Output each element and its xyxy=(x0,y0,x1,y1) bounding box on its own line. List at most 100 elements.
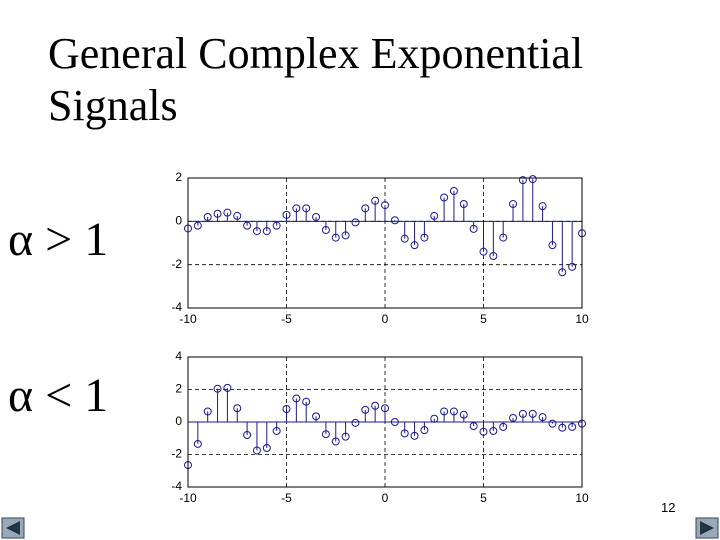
stem-marker xyxy=(193,439,202,448)
stem-marker xyxy=(449,187,458,195)
x-tick-label: 10 xyxy=(575,491,589,505)
stem-marker xyxy=(381,404,389,413)
stem-marker xyxy=(518,409,527,418)
stem-marker xyxy=(371,196,380,205)
y-tick-label: -4 xyxy=(171,479,182,493)
stem-marker xyxy=(489,426,498,435)
title-line: General Complex Exponential xyxy=(48,29,584,78)
stem-marker xyxy=(420,426,429,435)
stem-marker xyxy=(509,413,518,422)
stem-marker xyxy=(410,431,419,440)
stem-marker xyxy=(420,233,429,242)
stem-marker xyxy=(341,432,350,441)
stem-marker xyxy=(282,210,291,219)
stem-marker xyxy=(469,224,478,233)
stem-marker xyxy=(390,216,399,225)
stem-marker xyxy=(331,437,340,446)
page-number: 12 xyxy=(661,500,676,515)
stem-marker xyxy=(321,226,330,234)
stem-marker xyxy=(479,427,488,436)
stem-marker xyxy=(469,422,478,431)
stem-marker xyxy=(282,405,291,413)
x-tick-label: 0 xyxy=(382,312,389,326)
stem-marker xyxy=(361,405,370,414)
stem-marker xyxy=(430,414,439,423)
stem-marker xyxy=(262,227,271,236)
y-tick-label: 2 xyxy=(175,170,182,184)
stem-marker xyxy=(321,430,330,439)
stem-marker xyxy=(341,231,350,240)
stem-marker xyxy=(400,234,409,243)
stem-marker xyxy=(233,211,242,220)
stem-marker xyxy=(351,218,360,227)
stem-marker xyxy=(410,241,419,250)
stem-marker xyxy=(440,193,449,202)
stem-marker xyxy=(459,200,468,208)
stem-marker xyxy=(213,209,222,218)
stem-marker xyxy=(252,227,261,236)
x-tick-label: 0 xyxy=(382,491,389,505)
stem-marker xyxy=(518,176,527,185)
y-tick-label: 2 xyxy=(175,382,182,396)
x-tick-label: -5 xyxy=(281,312,292,326)
stem-marker xyxy=(390,418,399,426)
stem-marker xyxy=(203,213,212,221)
x-tick-label: 5 xyxy=(480,312,487,326)
stem-marker xyxy=(381,201,389,210)
stem-marker xyxy=(312,213,321,221)
x-tick-label: 5 xyxy=(480,491,487,505)
stem-marker xyxy=(400,429,409,438)
title-line: Signals xyxy=(48,81,178,130)
stem-marker xyxy=(449,407,458,416)
stem-marker xyxy=(272,221,281,230)
y-tick-label: 0 xyxy=(175,414,182,428)
stem-marker xyxy=(292,394,301,403)
condition-label: α > 1 xyxy=(8,213,109,266)
stem-marker xyxy=(528,175,537,184)
stem-marker xyxy=(292,204,301,213)
x-tick-label: -5 xyxy=(281,491,292,505)
stem-marker xyxy=(203,407,212,416)
stem-marker xyxy=(459,410,468,419)
stem-marker xyxy=(312,412,321,421)
y-tick-label: 4 xyxy=(175,349,182,363)
slide-title: General Complex Exponential Signals xyxy=(48,28,583,132)
stem-marker xyxy=(568,262,577,271)
stem-marker xyxy=(331,233,340,242)
stem-marker xyxy=(489,252,498,260)
stem-marker xyxy=(558,423,567,432)
x-tick-label: -10 xyxy=(179,312,197,326)
stem-marker xyxy=(430,211,439,220)
stem-marker xyxy=(548,419,557,428)
stem-marker xyxy=(548,241,557,250)
stem-marker xyxy=(499,422,508,431)
stem-marker xyxy=(479,247,488,256)
stem-marker xyxy=(252,446,261,455)
stem-marker xyxy=(538,202,547,211)
stem-marker xyxy=(351,418,360,427)
x-tick-label: 10 xyxy=(575,312,589,326)
stem-marker xyxy=(361,204,370,213)
stem-marker xyxy=(528,409,537,418)
plot-frame xyxy=(187,177,583,309)
stem-marker xyxy=(262,444,271,452)
stem-marker xyxy=(193,221,202,230)
stem-marker xyxy=(509,200,518,208)
stem-marker xyxy=(233,404,242,413)
y-tick-label: 0 xyxy=(175,214,182,228)
stem-marker xyxy=(568,422,577,431)
stem-marker xyxy=(440,407,449,416)
y-tick-label: -4 xyxy=(171,300,182,314)
stem-marker xyxy=(223,208,232,217)
plot-frame xyxy=(187,356,583,488)
y-tick-label: -2 xyxy=(171,447,182,461)
stem-marker xyxy=(243,221,252,230)
stem-marker xyxy=(371,401,380,410)
stem-marker xyxy=(243,431,252,439)
condition-label: α < 1 xyxy=(8,369,109,422)
stem-marker xyxy=(538,413,547,422)
x-tick-label: -10 xyxy=(179,491,197,505)
stem-marker xyxy=(213,384,222,393)
